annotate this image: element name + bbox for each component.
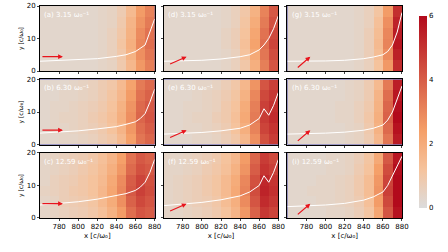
svg-text:(e) 6.30 ω₀⁻¹: (e) 6.30 ω₀⁻¹	[168, 84, 213, 92]
svg-text:0: 0	[31, 67, 35, 75]
svg-text:10: 10	[27, 35, 36, 43]
svg-text:x [c/ω₀]: x [c/ω₀]	[84, 232, 111, 240]
svg-text:0: 0	[429, 204, 433, 212]
svg-text:(g) 3.15 ω₀⁻¹: (g) 3.15 ω₀⁻¹	[292, 11, 337, 19]
svg-text:880: 880	[148, 223, 161, 231]
svg-text:(h) 6.30 ω₀⁻¹: (h) 6.30 ω₀⁻¹	[292, 84, 337, 92]
svg-text:800: 800	[319, 223, 332, 231]
svg-text:(b) 6.30 ω₀⁻¹: (b) 6.30 ω₀⁻¹	[44, 84, 89, 92]
svg-text:y [c/ω₀]: y [c/ω₀]	[17, 101, 25, 124]
svg-text:780: 780	[300, 223, 313, 231]
svg-text:860: 860	[376, 223, 389, 231]
svg-text:820: 820	[91, 223, 104, 231]
svg-text:x [c/ω₀]: x [c/ω₀]	[208, 232, 235, 240]
svg-text:4: 4	[429, 76, 434, 84]
svg-text:800: 800	[72, 223, 85, 231]
svg-text:820: 820	[338, 223, 351, 231]
svg-text:(i) 12.59 ω₀⁻¹: (i) 12.59 ω₀⁻¹	[292, 158, 339, 166]
svg-text:(f) 12.59 ω₀⁻¹: (f) 12.59 ω₀⁻¹	[168, 158, 216, 166]
svg-text:880: 880	[395, 223, 408, 231]
svg-text:860: 860	[253, 223, 266, 231]
svg-text:840: 840	[110, 223, 123, 231]
svg-text:0: 0	[31, 141, 35, 149]
svg-text:6: 6	[429, 12, 434, 20]
svg-text:10: 10	[27, 108, 36, 116]
svg-text:800: 800	[195, 223, 208, 231]
svg-text:(a) 3.15 ω₀⁻¹: (a) 3.15 ω₀⁻¹	[44, 11, 89, 19]
svg-text:880: 880	[272, 223, 285, 231]
svg-text:y [c/ω₀]: y [c/ω₀]	[17, 27, 25, 50]
svg-text:820: 820	[214, 223, 227, 231]
svg-text:20: 20	[27, 149, 36, 157]
svg-text:860: 860	[129, 223, 142, 231]
svg-text:20: 20	[27, 76, 36, 84]
svg-text:10: 10	[27, 182, 36, 190]
svg-text:x [c/ω₀]: x [c/ω₀]	[331, 232, 358, 240]
svg-text:0: 0	[31, 214, 35, 222]
svg-text:780: 780	[176, 223, 189, 231]
svg-text:780: 780	[52, 223, 65, 231]
svg-text:(c) 12.59 ω₀⁻¹: (c) 12.59 ω₀⁻¹	[44, 158, 93, 166]
svg-text:840: 840	[357, 223, 370, 231]
svg-text:y [c/ω₀]: y [c/ω₀]	[17, 174, 25, 197]
svg-text:(d) 3.15 ω₀⁻¹: (d) 3.15 ω₀⁻¹	[168, 11, 213, 19]
svg-text:840: 840	[233, 223, 246, 231]
svg-text:2: 2	[429, 140, 433, 148]
svg-text:20: 20	[27, 2, 36, 10]
